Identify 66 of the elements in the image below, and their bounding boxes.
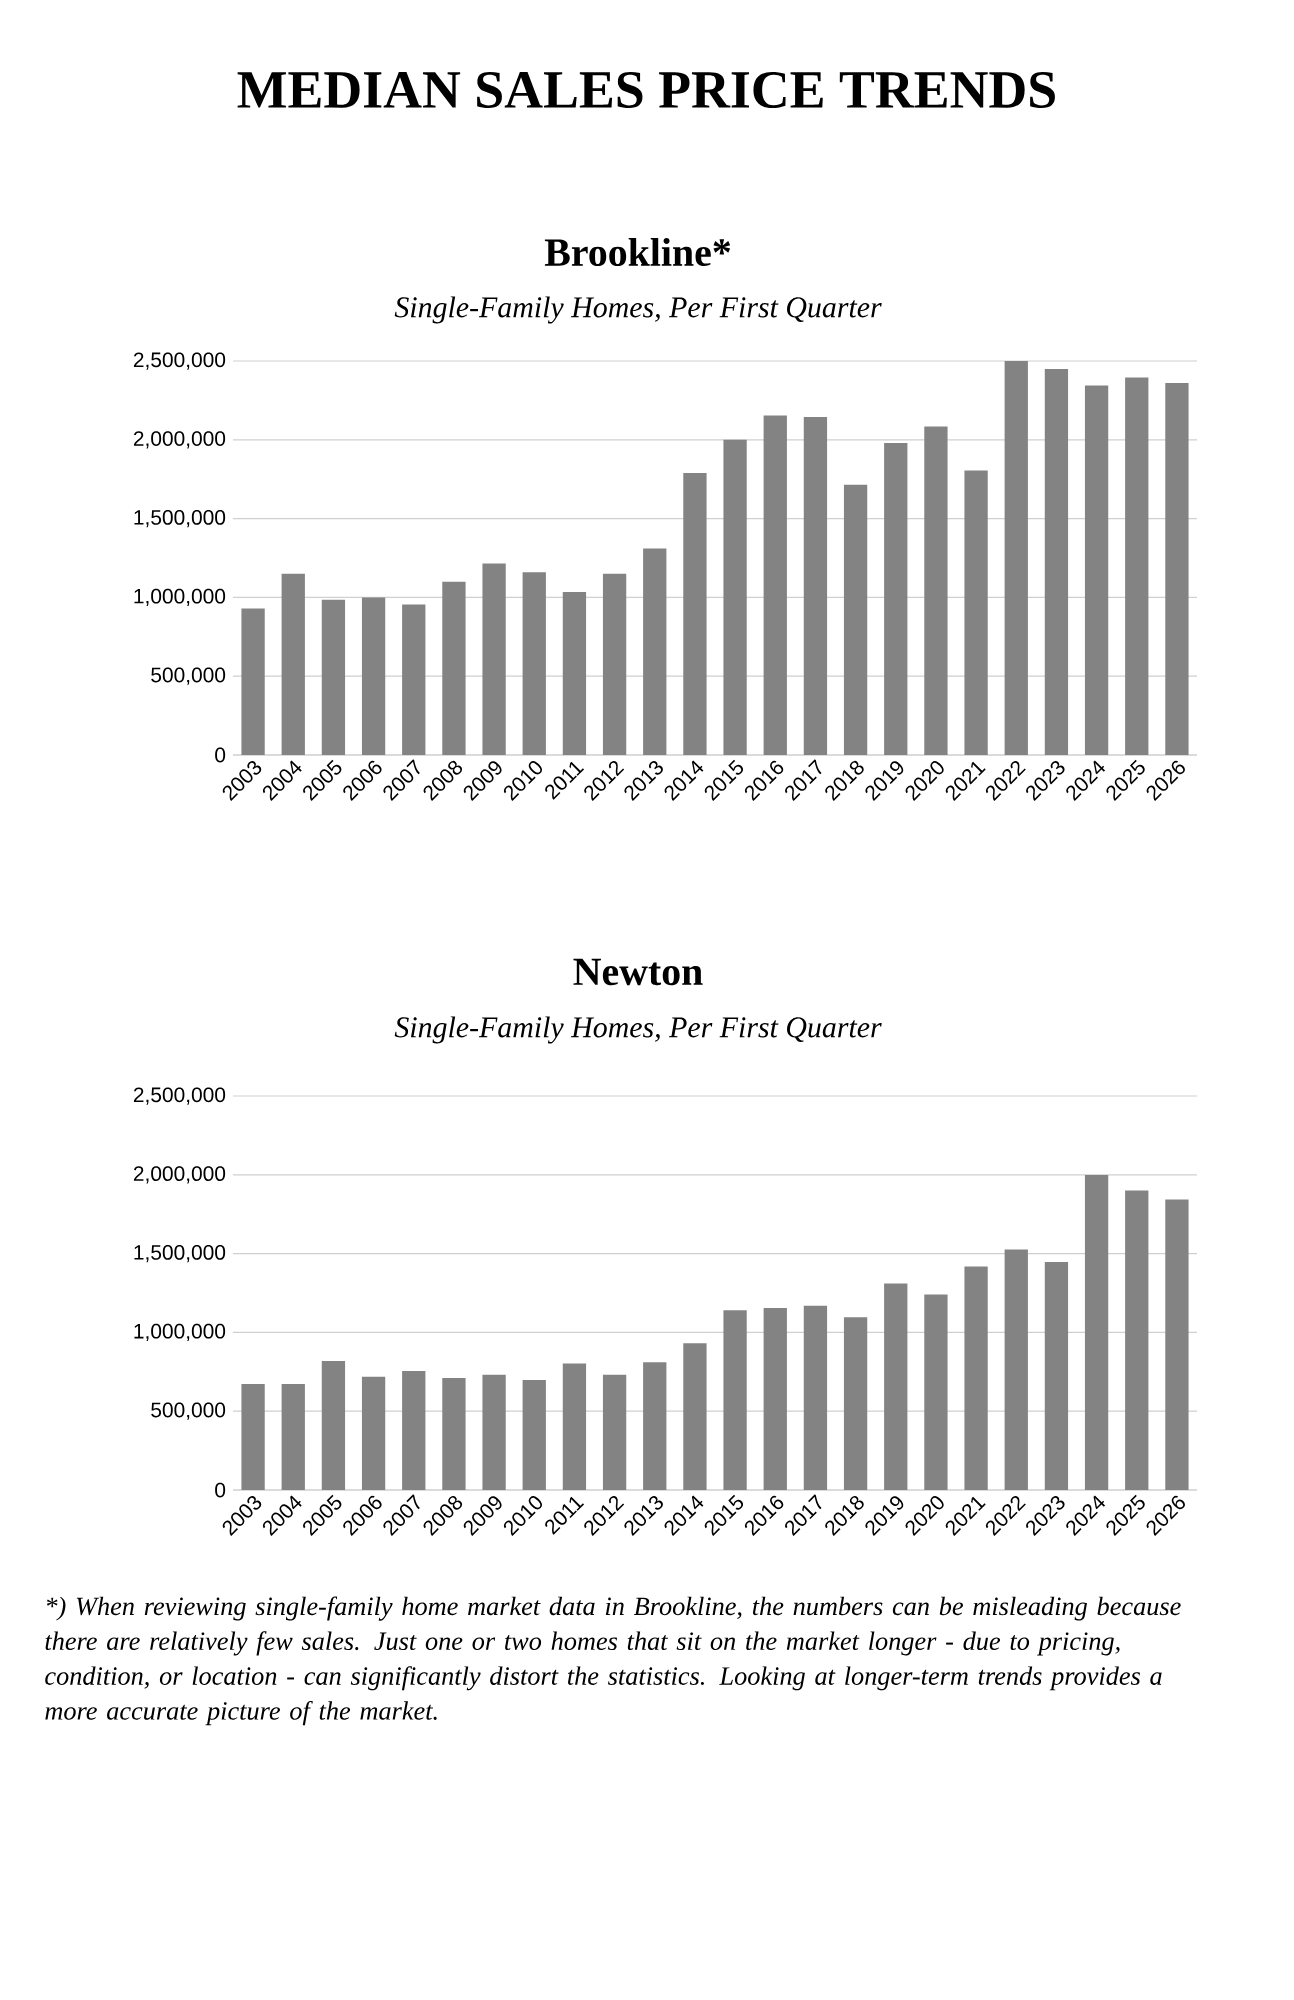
bar (602, 1374, 627, 1491)
bar (803, 416, 828, 756)
bar (241, 1383, 265, 1491)
y-tick-label: 2,500,000 (133, 352, 226, 370)
y-tick-label: 500,000 (151, 667, 226, 685)
bar (1084, 385, 1109, 756)
bar (281, 573, 305, 756)
chart-title: Newton (573, 958, 703, 986)
bar (723, 439, 747, 756)
bar (924, 1294, 948, 1491)
bar (602, 573, 627, 756)
bar (1044, 1261, 1069, 1491)
bar (924, 426, 948, 756)
y-tick-label: 2,000,000 (133, 1166, 226, 1184)
bar (964, 470, 988, 756)
bar (884, 442, 908, 756)
bar (1165, 383, 1189, 756)
bar (321, 599, 346, 756)
bar (964, 1266, 988, 1491)
bar (723, 1310, 747, 1491)
bar (522, 1380, 546, 1491)
bar (843, 484, 868, 756)
chart-subtitle: Single-Family Homes, Per First Quarter (394, 1016, 882, 1044)
bar (361, 597, 386, 756)
y-tick-label: 2,500,000 (133, 1087, 226, 1105)
bar (482, 563, 506, 756)
bar (643, 1362, 667, 1491)
bar (1165, 1199, 1189, 1491)
y-tick-label: 500,000 (151, 1402, 226, 1420)
y-tick-label: 1,000,000 (134, 1323, 226, 1342)
bar (643, 548, 667, 756)
chart-title: Brookline* (544, 237, 731, 267)
bar (1004, 1249, 1028, 1491)
bar (241, 608, 265, 756)
bar (1125, 1190, 1149, 1491)
chart-subtitle: Single-Family Homes, Per First Quarter (394, 296, 882, 324)
bar (803, 1305, 828, 1491)
bar (1084, 1174, 1109, 1491)
bar (402, 604, 426, 756)
y-tick-label: 0 (215, 747, 226, 763)
y-tick-label: 0 (215, 1482, 226, 1498)
bar (1044, 368, 1069, 756)
bar (281, 1383, 305, 1491)
bar (562, 1363, 587, 1491)
text: *) When reviewing single-family home market data in Brookline, the numbers can be misleading because there are relatively few sales. Just one or two homes that sit on the market longer - due to pricing, condition, or location - can significantly distort the statistics. Looking at longer-term trends provides a more accurate picture of the market. (45, 1596, 1181, 1726)
bar (1004, 361, 1028, 756)
bar (763, 415, 787, 756)
bar (562, 591, 587, 756)
bar (522, 572, 546, 756)
bar (402, 1370, 426, 1491)
text: MEDIAN SALES PRICE TRENDS (237, 71, 1055, 109)
y-tick-label: 1,500,000 (134, 509, 226, 528)
bar (763, 1307, 787, 1491)
bar (482, 1374, 506, 1491)
bar (884, 1283, 908, 1491)
bar (442, 581, 466, 756)
bar (1125, 377, 1149, 756)
bar (683, 472, 707, 756)
bar (321, 1361, 346, 1491)
bar (442, 1377, 466, 1491)
y-tick-label: 2,000,000 (133, 431, 226, 449)
bar (361, 1376, 386, 1491)
bar (843, 1317, 868, 1491)
y-tick-label: 1,500,000 (134, 1244, 226, 1263)
y-tick-label: 1,000,000 (134, 588, 226, 607)
bar (683, 1343, 707, 1491)
